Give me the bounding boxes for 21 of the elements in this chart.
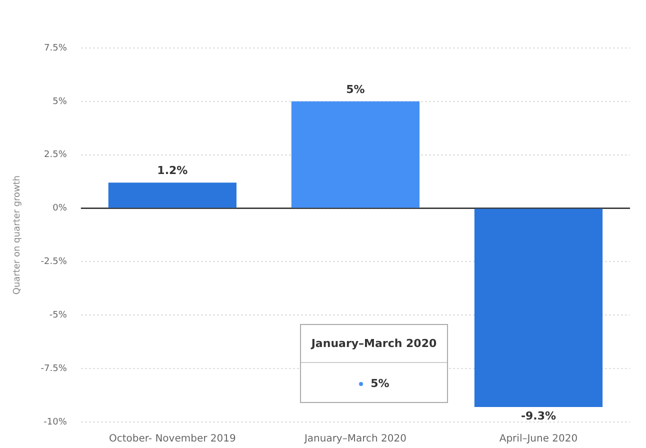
y-tick-label: 5% — [52, 96, 68, 107]
x-tick-label: April–June 2020 — [499, 434, 578, 445]
data-label: 5% — [346, 82, 365, 96]
y-tick-label: 2.5% — [44, 150, 68, 160]
annotation: January–March 2020 — [301, 325, 447, 363]
y-tick-label: -2.5% — [40, 257, 68, 268]
annotation: 5% — [370, 377, 390, 390]
y-tick-label: 7.5% — [44, 43, 68, 54]
bar — [474, 208, 603, 408]
bar — [291, 101, 420, 208]
y-axis-title: Quarter on quarter growth — [12, 175, 23, 295]
tooltip: January–March 2020 5% — [300, 324, 448, 403]
x-tick-label: January–March 2020 — [303, 434, 406, 445]
data-label: -9.3% — [520, 409, 556, 422]
y-tick-label: -7.5% — [40, 364, 68, 374]
y-tick-label: 0% — [52, 204, 68, 214]
data-label: 1.2% — [157, 164, 188, 177]
x-tick-label: October- November 2019 — [109, 434, 236, 445]
y-tick-label: -5% — [49, 310, 68, 320]
bar — [108, 182, 236, 208]
y-tick-label: -10% — [44, 417, 68, 428]
